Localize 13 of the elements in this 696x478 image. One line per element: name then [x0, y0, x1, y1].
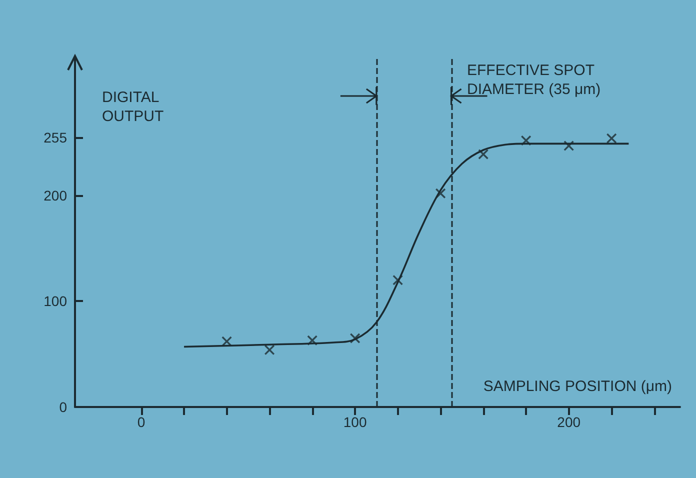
- x-tick-label: 100: [343, 414, 367, 430]
- y-tick-label: 200: [44, 187, 68, 204]
- x-tick-label: 0: [137, 414, 146, 430]
- point: [264, 344, 275, 355]
- y-tick-label: 0: [59, 399, 68, 415]
- y-tick-label: 100: [44, 293, 68, 310]
- x-axis-title: SAMPLING POSITION (μm): [483, 378, 672, 395]
- annotation: EFFECTIVE SPOT DIAMETER (35 μm): [467, 62, 601, 98]
- x-tick-label: 200: [557, 414, 581, 430]
- y-axis-title: DIGITAL OUTPUT: [102, 89, 164, 125]
- point: [478, 149, 488, 160]
- point: [606, 133, 617, 144]
- y-tick-label: 255: [44, 129, 68, 146]
